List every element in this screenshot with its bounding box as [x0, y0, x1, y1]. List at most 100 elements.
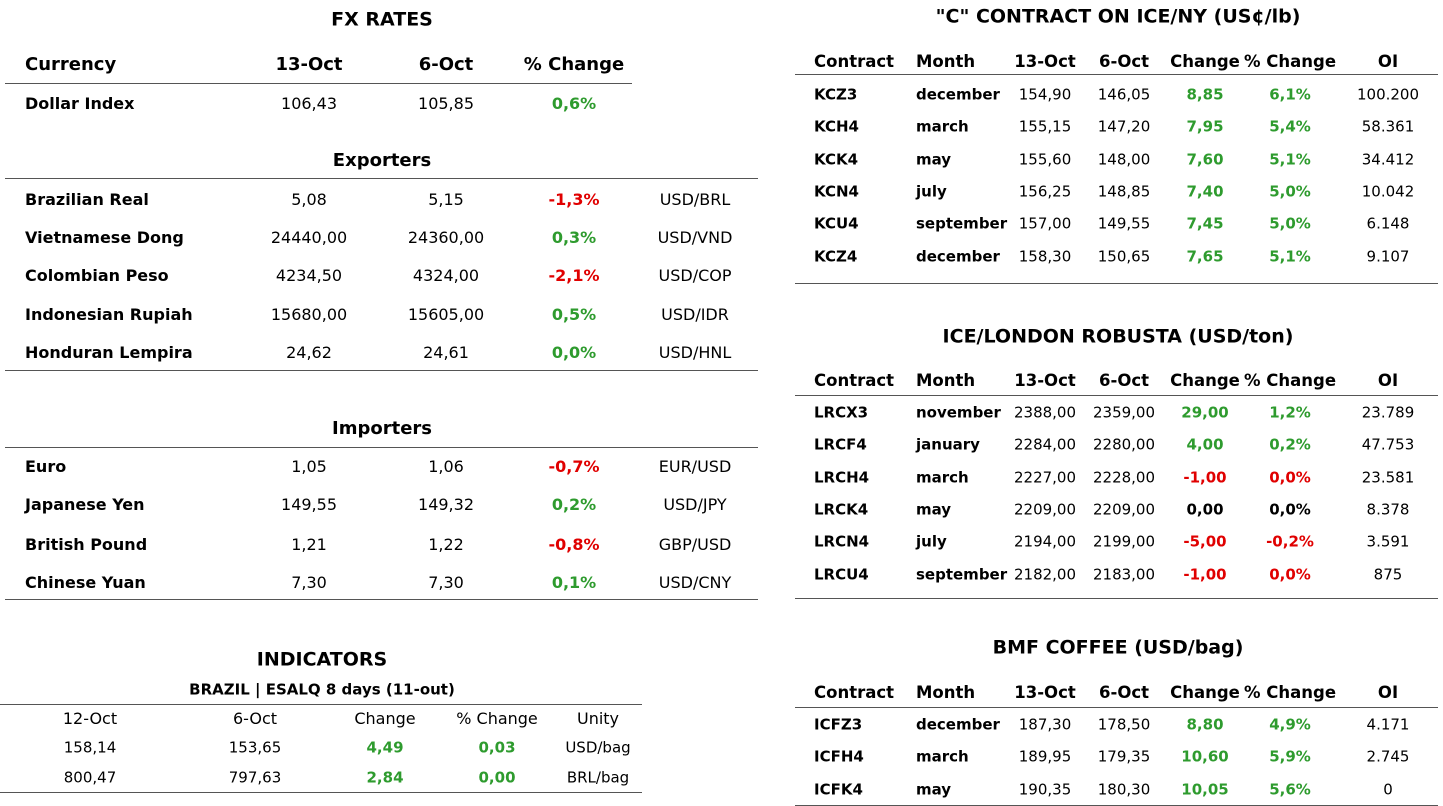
section-title: INDICATORS	[256, 648, 388, 671]
column-header: OI	[1377, 682, 1399, 702]
cell: 5,6%	[1269, 780, 1311, 799]
cell: 10,05	[1181, 780, 1229, 799]
cell: 179,35	[1097, 747, 1151, 766]
cell: -1,00	[1183, 565, 1227, 583]
column-header: 6-Oct	[1098, 51, 1150, 71]
cell: 2228,00	[1092, 468, 1156, 487]
cell: november	[916, 403, 1001, 422]
column-header: % Change	[456, 709, 538, 728]
cell: 148,00	[1097, 150, 1151, 169]
cell: 4,00	[1186, 435, 1224, 454]
cell: 158,30	[1018, 247, 1072, 265]
cell: 2182,00	[1013, 565, 1077, 583]
cell: -0,8%	[548, 535, 600, 554]
cell: 105,85	[418, 94, 474, 113]
cell: 0	[1383, 780, 1393, 799]
row-label: LRCN4	[814, 532, 870, 551]
subtitle: BRAZIL | ESALQ 8 days (11-out)	[189, 680, 455, 699]
cell: 2,84	[366, 768, 404, 787]
cell: USD/CNY	[658, 573, 732, 592]
cell: 24360,00	[407, 228, 485, 247]
rule	[795, 598, 1438, 599]
row-label: ICFH4	[814, 747, 864, 766]
cell: 2.745	[1366, 747, 1410, 766]
column-header: 6-Oct	[1098, 370, 1150, 390]
row-label: KCZ4	[814, 247, 858, 265]
cell: 47.753	[1361, 435, 1415, 454]
rule	[0, 704, 642, 705]
row-label: LRCK4	[814, 500, 869, 519]
cell: 0,0%	[1269, 500, 1311, 519]
cell: 5,1%	[1269, 247, 1311, 265]
column-header: 6-Oct	[1098, 682, 1150, 702]
cell: -0,2%	[1266, 532, 1314, 551]
row-label: KCK4	[814, 150, 859, 169]
column-header: 13-Oct	[1014, 51, 1076, 71]
cell: september	[916, 565, 1008, 583]
column-header: Month	[916, 51, 976, 71]
cell: 24,62	[286, 343, 332, 362]
cell: 149,55	[1097, 214, 1151, 233]
column-header: 6-Oct	[418, 54, 474, 75]
cell: 1,05	[291, 457, 327, 476]
cell: USD/bag	[565, 738, 631, 757]
row-label: Indonesian Rupiah	[25, 305, 193, 324]
cell: 2183,00	[1092, 565, 1156, 583]
column-header: Change	[354, 709, 416, 728]
cell: 23.789	[1361, 403, 1415, 422]
cell: 58.361	[1361, 117, 1415, 136]
cell: 8.378	[1366, 500, 1410, 519]
cell: USD/VND	[657, 228, 733, 247]
cell: 9.107	[1366, 247, 1410, 265]
cell: 23.581	[1361, 468, 1415, 487]
cell: 1,22	[428, 535, 464, 554]
cell: -2,1%	[548, 266, 600, 285]
column-header: Contract	[814, 51, 895, 71]
section-title: ICE/LONDON ROBUSTA (USD/ton)	[942, 325, 1294, 348]
cell: -1,3%	[548, 190, 600, 209]
column-header: OI	[1377, 51, 1399, 71]
column-header: 12-Oct	[62, 709, 118, 728]
cell: 7,45	[1186, 214, 1224, 233]
cell: 178,50	[1097, 715, 1151, 734]
cell: 156,25	[1018, 182, 1072, 201]
cell: 4,49	[366, 738, 404, 757]
cell: 797,63	[228, 768, 282, 787]
cell: 4324,00	[412, 266, 480, 285]
cell: 10,60	[1181, 747, 1229, 766]
cell: may	[916, 150, 952, 169]
cell: 155,60	[1018, 150, 1072, 169]
cell: 2194,00	[1013, 532, 1077, 551]
cell: december	[916, 247, 1000, 265]
cell: 5,15	[428, 190, 464, 209]
cell: 0,03	[478, 738, 516, 757]
cell: -0,7%	[548, 457, 600, 476]
rule	[0, 792, 642, 793]
column-header: % Change	[1243, 370, 1337, 390]
cell: USD/COP	[658, 266, 732, 285]
rule	[5, 83, 632, 84]
cell: 2284,00	[1013, 435, 1077, 454]
column-header: Unity	[576, 709, 620, 728]
cell: 34.412	[1361, 150, 1415, 169]
column-header: 13-Oct	[275, 54, 343, 75]
cell: 0,00	[1186, 500, 1224, 519]
cell: 7,40	[1186, 182, 1224, 201]
cell: 158,14	[63, 738, 117, 757]
cell: december	[916, 715, 1000, 734]
cell: 0,0%	[1269, 565, 1311, 583]
rule	[5, 178, 758, 179]
cell: USD/HNL	[658, 343, 732, 362]
column-header: Change	[1170, 370, 1240, 390]
row-label: KCH4	[814, 117, 859, 136]
cell: 24440,00	[270, 228, 348, 247]
cell: 2209,00	[1013, 500, 1077, 519]
column-header: Currency	[25, 54, 117, 75]
cell: 6.148	[1366, 214, 1410, 233]
cell: 15680,00	[270, 305, 348, 324]
row-label: KCU4	[814, 214, 859, 233]
column-header: Contract	[814, 370, 895, 390]
cell: USD/JPY	[663, 495, 727, 514]
cell: 0,00	[478, 768, 516, 787]
